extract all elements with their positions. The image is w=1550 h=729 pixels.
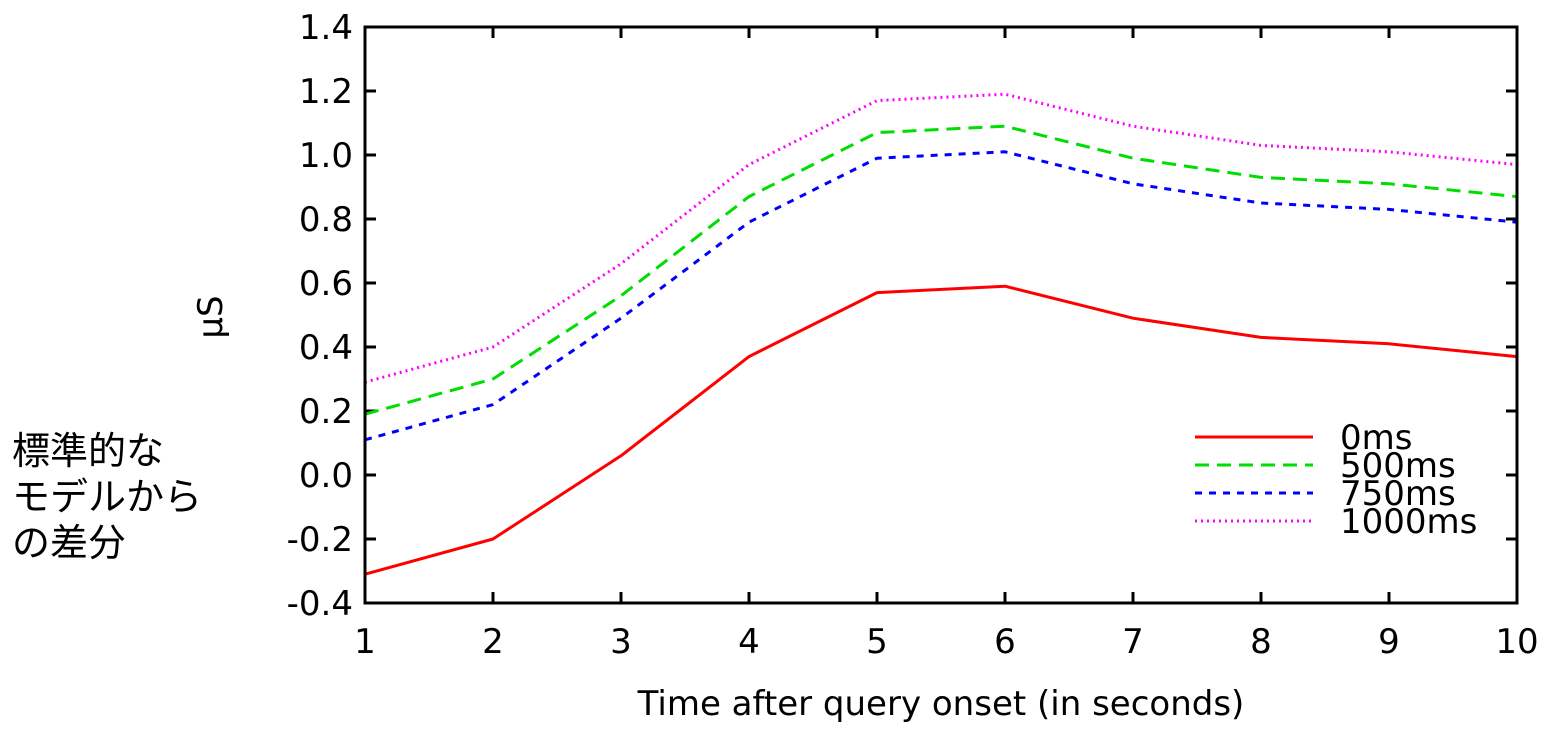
axis-tick-labels: -0.4 -0.2 0.0 0.2 0.4 0.6 0.8 1.0 1.2 1.4 1 2 3 4 5 6 7 8… [287,8,1539,662]
legend-label: 1000ms [1340,502,1477,542]
y-tick-label: 0.2 [299,392,353,432]
y-tick-label: 0.0 [299,456,353,496]
side-annotation: 標準的な モデルから の差分 [12,428,202,566]
legend-label: 0ms [1340,418,1412,458]
series-lines [364,92,1518,576]
y-tick-label: 0.6 [299,264,353,304]
y-tick-label: 1.4 [299,8,353,48]
x-tick-label: 1 [354,622,376,662]
side-annotation-line: 標準的な [12,429,165,473]
x-tick-label: 5 [866,622,888,662]
y-tick-label: 1.2 [299,72,353,112]
y-axis-label: µS [191,295,231,338]
x-axis-label: Time after query onset (in seconds) [637,684,1245,724]
side-annotation-line: の差分 [12,521,127,565]
legend-label: 500ms [1340,446,1456,486]
y-tick-label: 1.0 [299,136,353,176]
x-tick-label: 10 [1495,622,1538,662]
x-tick-label: 9 [1378,622,1400,662]
y-tick-label: -0.2 [287,520,353,560]
x-tick-label: 6 [994,622,1016,662]
x-tick-label: 7 [1122,622,1144,662]
series-line [364,92,1518,384]
series-line [364,284,1518,576]
legend-label: 750ms [1340,474,1456,514]
plot-frame [363,25,1519,605]
x-tick-label: 3 [610,622,632,662]
x-tick-label: 8 [1250,622,1272,662]
y-tick-label: 0.4 [299,328,353,368]
x-tick-label: 2 [482,622,504,662]
y-tick-label: 0.8 [299,200,353,240]
series-line [364,124,1518,416]
series-line [364,150,1518,442]
y-tick-label: -0.4 [287,584,353,624]
side-annotation-line: モデルから [12,475,203,519]
x-tick-label: 4 [738,622,760,662]
